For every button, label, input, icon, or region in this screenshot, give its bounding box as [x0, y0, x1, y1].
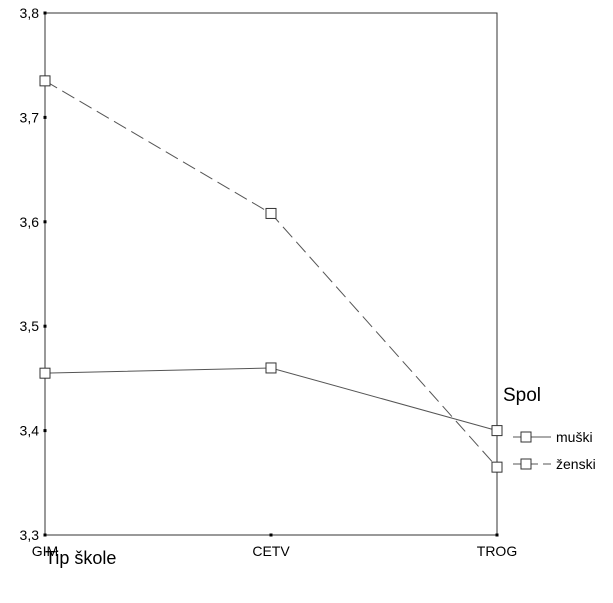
series-0-point-1 — [265, 362, 277, 374]
y-axis: 3,3 3,4 3,5 3,6 3,7 3,8 — [20, 5, 47, 543]
y-tick-mark — [43, 324, 47, 328]
x-tick-label: TROG — [477, 543, 517, 559]
plot-frame — [44, 12, 498, 536]
series-0-point-0 — [39, 367, 51, 379]
y-tick-mark — [43, 11, 47, 15]
legend-marker-1 — [520, 458, 532, 470]
x-tick-mark — [495, 533, 499, 537]
y-tick-label: 3,4 — [20, 423, 40, 439]
legend-title: Spol — [503, 385, 541, 406]
series-line-1 — [44, 80, 498, 468]
series-1-point-2 — [491, 461, 503, 473]
series-layer — [39, 75, 503, 473]
y-tick-mark — [43, 429, 47, 433]
series-1-point-0 — [39, 75, 51, 87]
legend-marker-0 — [520, 431, 532, 443]
legend: Spol muški ženski — [503, 385, 596, 472]
series-0-point-2 — [491, 425, 503, 437]
y-tick-label: 3,6 — [20, 214, 40, 230]
legend-label-0: muški — [556, 429, 593, 445]
y-tick-label: 3,3 — [20, 527, 40, 543]
y-tick-label: 3,5 — [20, 318, 40, 334]
x-tick-mark — [43, 533, 47, 537]
y-tick-mark — [43, 220, 47, 224]
legend-label-1: ženski — [556, 456, 596, 472]
x-tick-label: GIM — [32, 543, 58, 559]
x-axis-title: Tip škole — [45, 548, 116, 568]
x-axis: GIM CETV TROG — [32, 533, 517, 559]
series-1-point-1 — [265, 207, 277, 219]
x-tick-label: CETV — [252, 543, 290, 559]
x-tick-mark — [269, 533, 273, 537]
y-tick-mark — [43, 115, 47, 119]
series-line-0 — [44, 367, 498, 432]
y-tick-label: 3,8 — [20, 5, 40, 21]
y-tick-label: 3,7 — [20, 109, 40, 125]
